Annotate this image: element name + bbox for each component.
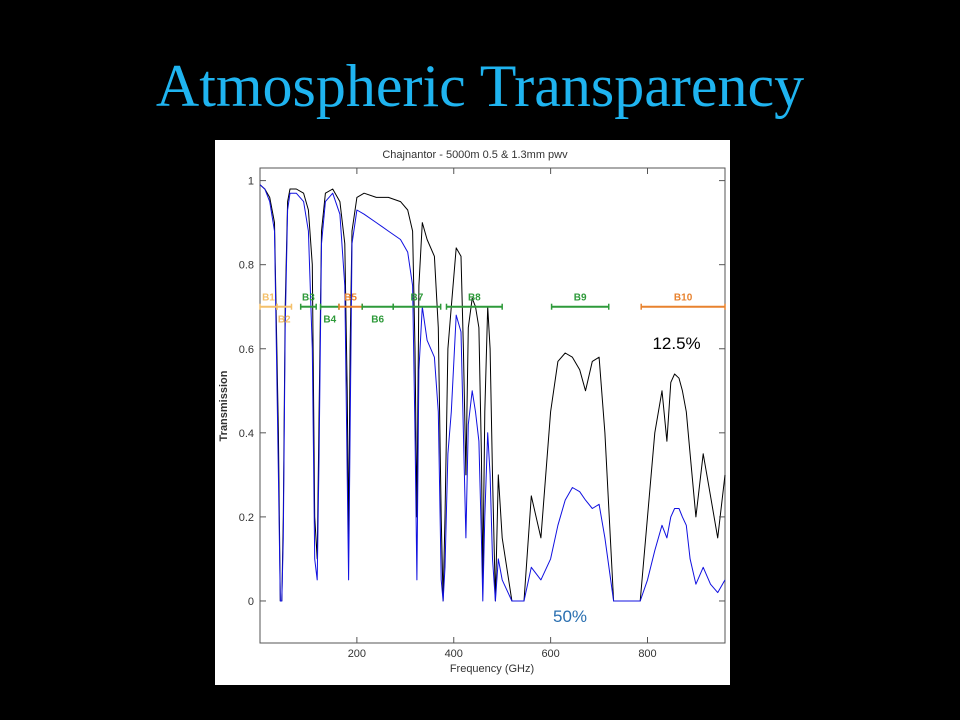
- x-tick-label: 800: [638, 648, 656, 660]
- band-label: B3: [302, 293, 315, 304]
- band-label: B6: [371, 315, 384, 326]
- annotation-layer: 12.5% 50%: [553, 334, 701, 626]
- band-b7: B7: [392, 293, 442, 310]
- band-b1: B1: [259, 293, 278, 310]
- y-tick-label: 0.4: [239, 428, 254, 440]
- band-b2: B2: [276, 303, 293, 326]
- band-label: B2: [278, 315, 291, 326]
- y-axis-label: Transmission: [218, 370, 230, 441]
- band-b9: B9: [550, 293, 610, 310]
- y-tick-label: 0.6: [239, 344, 254, 356]
- y-tick-label: 0: [248, 596, 254, 608]
- band-b10: B10: [640, 293, 726, 310]
- y-tick-label: 1: [248, 176, 254, 188]
- band-b8: B8: [445, 293, 503, 310]
- annotation-label: 12.5%: [652, 334, 700, 353]
- band-label: B4: [323, 315, 336, 326]
- x-tick-label: 200: [348, 648, 366, 660]
- x-tick-label: 400: [445, 648, 463, 660]
- slide-title: Atmospheric Transparency: [155, 53, 805, 119]
- chart-title: Chajnantor - 5000m 0.5 & 1.3mm pwv: [382, 149, 568, 161]
- band-b4: B4: [319, 303, 340, 326]
- transmission-chart: Chajnantor - 5000m 0.5 & 1.3mm pwv B1B2B…: [218, 149, 726, 675]
- band-label: B7: [411, 293, 424, 304]
- band-label: B10: [674, 293, 693, 304]
- series-line-1: [259, 184, 726, 602]
- x-tick-label: 600: [541, 648, 559, 660]
- y-tick-label: 0.2: [239, 512, 254, 524]
- series-line-2: [259, 184, 726, 602]
- chart-figure: Chajnantor - 5000m 0.5 & 1.3mm pwv B1 B2 B…: [215, 140, 730, 685]
- x-axis-label: Frequency (GHz): [450, 663, 534, 675]
- series-layer: [259, 184, 726, 602]
- band-label: B5: [344, 293, 357, 304]
- band-label: B9: [574, 293, 587, 304]
- plot-frame: [259, 167, 726, 644]
- band-label: B1: [262, 293, 275, 304]
- band-b3: B3: [299, 293, 317, 310]
- tick-layer: 200 400 600 800 0 0.2 0.4 0.6 0.8 1: [239, 168, 725, 660]
- band-label: B8: [468, 293, 481, 304]
- band-b6: B6: [361, 303, 394, 326]
- band-b5: B5: [338, 293, 363, 310]
- y-tick-label: 0.8: [239, 260, 254, 272]
- annotation-label: 50%: [553, 607, 587, 626]
